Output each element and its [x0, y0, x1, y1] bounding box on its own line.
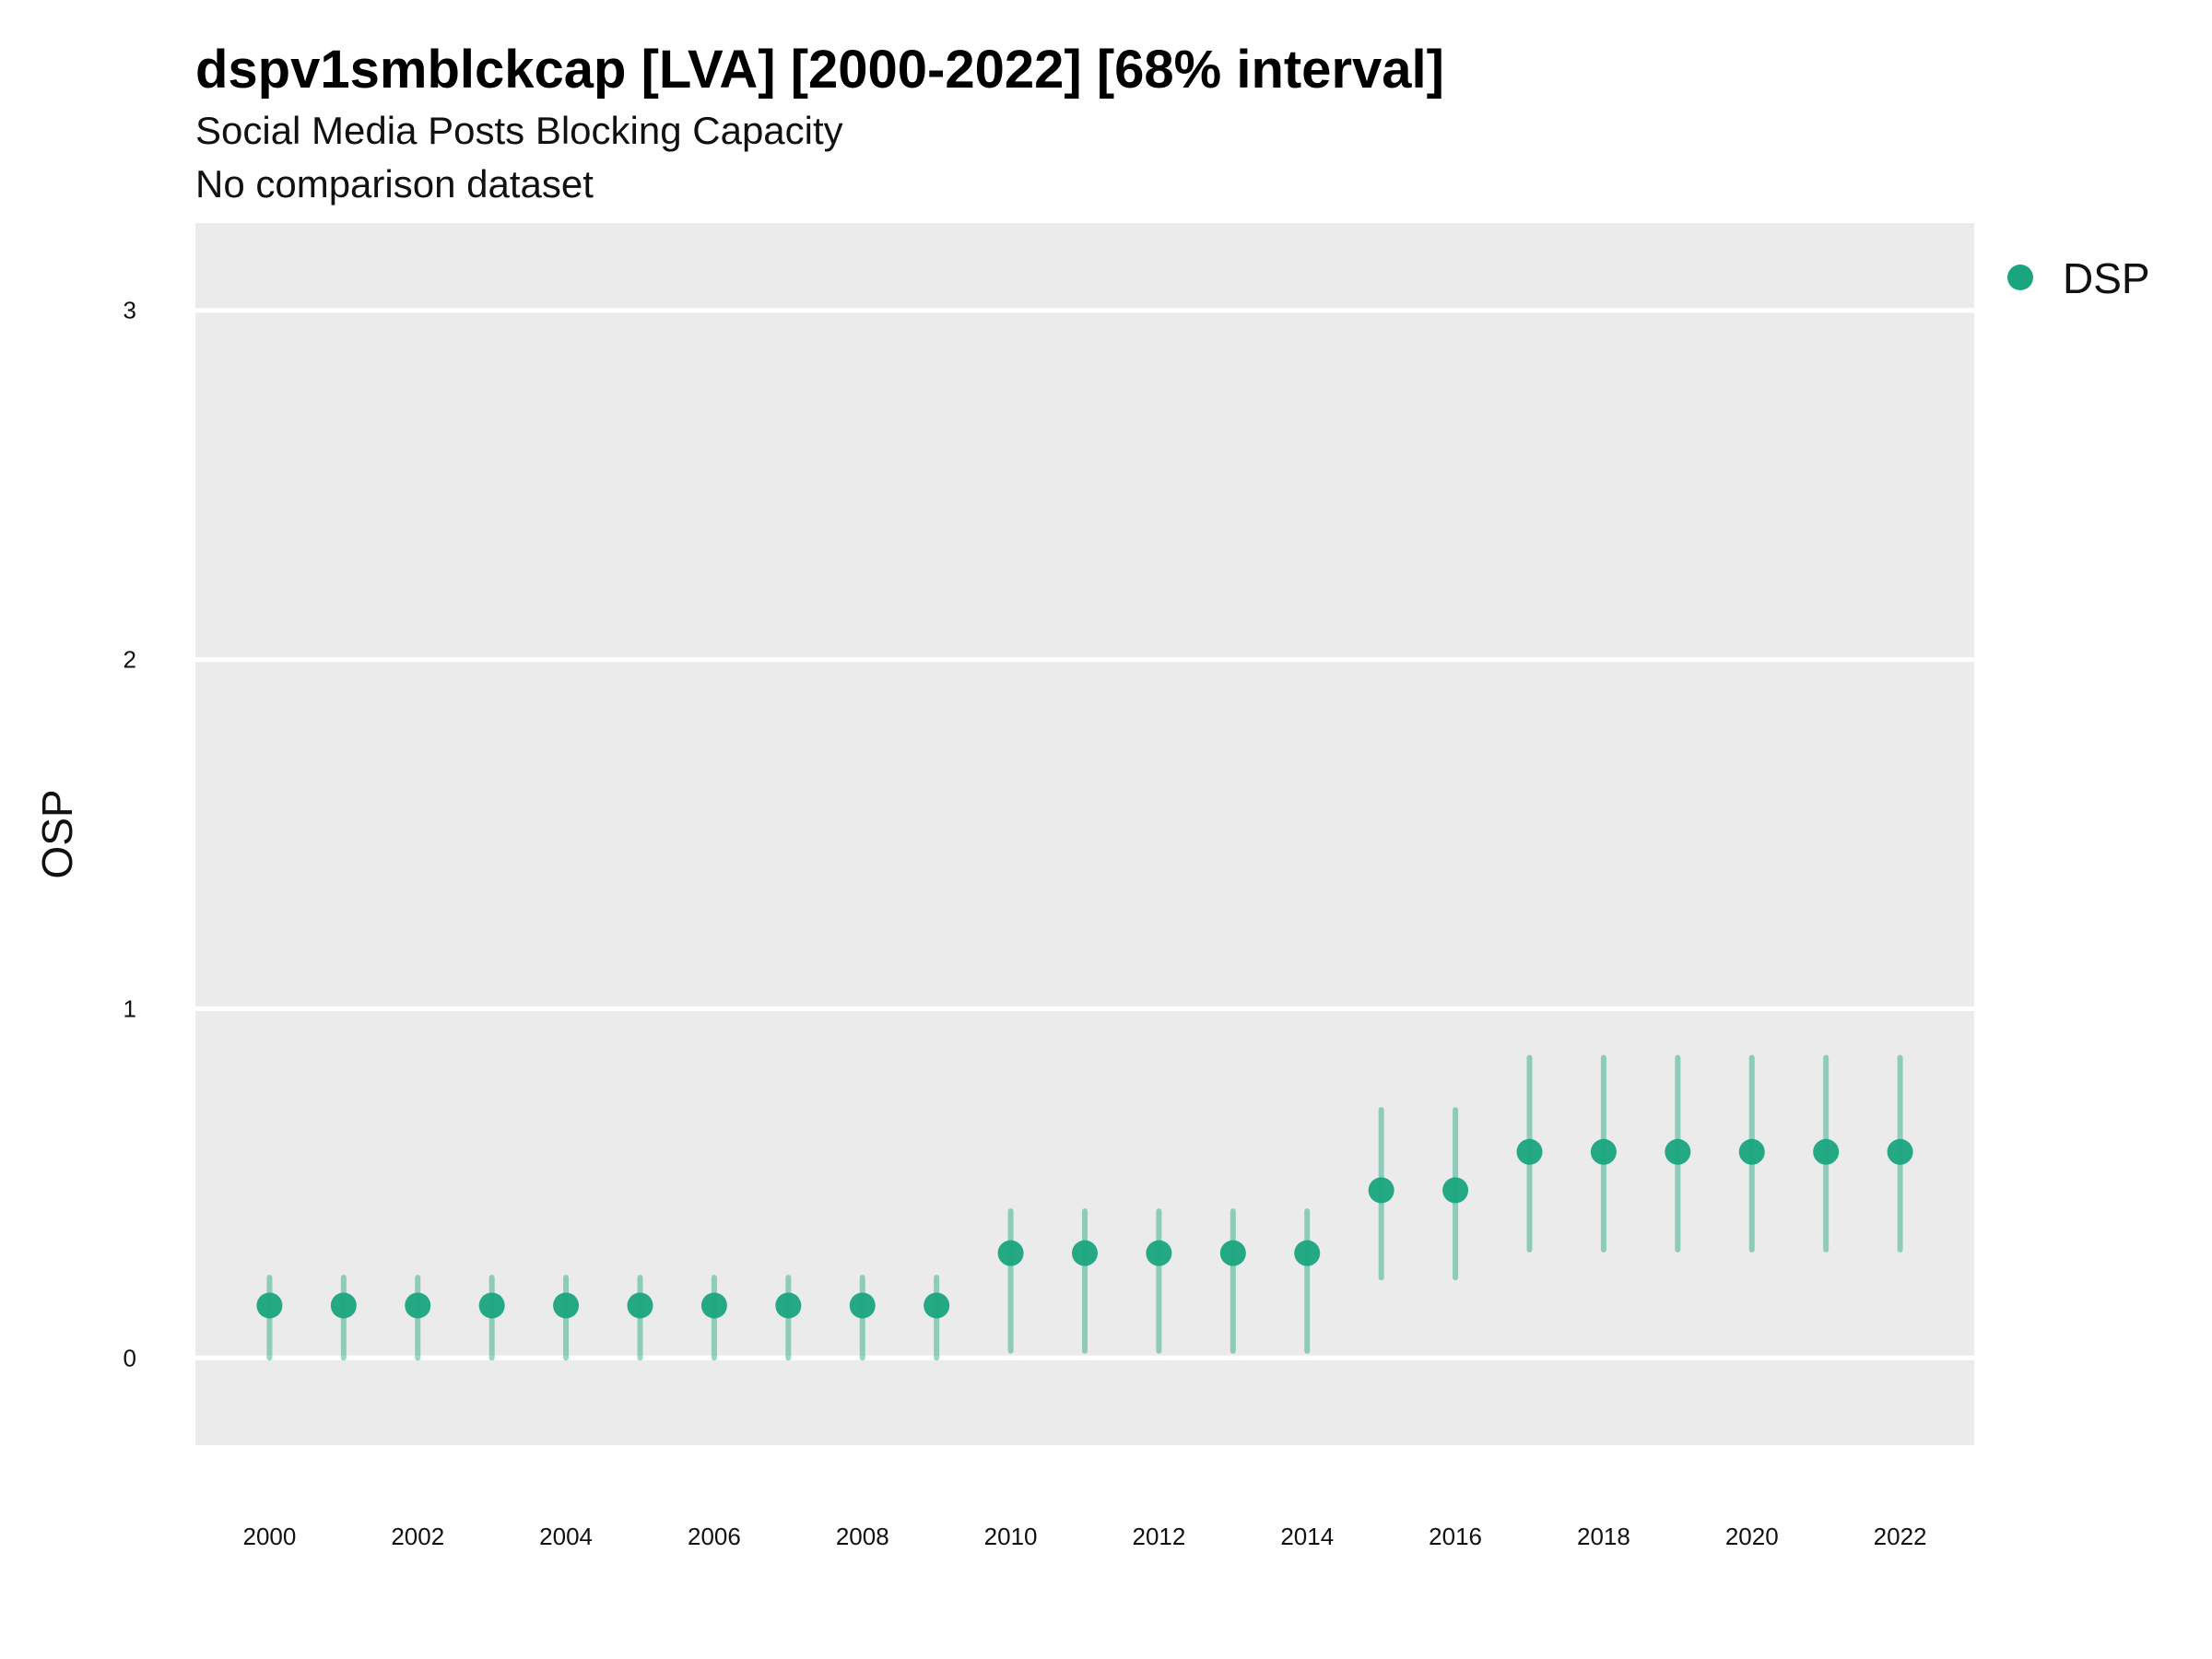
- chart-subtitle: Social Media Posts Blocking Capacity: [195, 109, 843, 152]
- y-axis-label: OSP: [33, 789, 81, 878]
- grid-lines: [195, 308, 1974, 1360]
- x-tick-label: 2018: [1577, 1523, 1630, 1550]
- data-point: [849, 1292, 876, 1319]
- data-point: [1219, 1240, 1246, 1266]
- y-tick-label: 2: [124, 646, 136, 674]
- data-point: [1738, 1138, 1765, 1165]
- y-axis-ticks: 0 1 2 3: [124, 297, 136, 1372]
- data-point: [1442, 1177, 1469, 1204]
- legend: DSP: [2007, 254, 2150, 302]
- x-tick-label: 2008: [836, 1523, 889, 1550]
- x-tick-label: 2014: [1280, 1523, 1334, 1550]
- data-point: [1887, 1138, 1913, 1165]
- data-point: [1665, 1138, 1691, 1165]
- x-tick-label: 2004: [539, 1523, 593, 1550]
- data-point: [1146, 1240, 1172, 1266]
- y-tick-label: 1: [124, 994, 136, 1022]
- data-point: [627, 1292, 653, 1319]
- x-tick-label: 2000: [242, 1523, 296, 1550]
- data-point: [1368, 1177, 1394, 1204]
- data-point: [256, 1292, 283, 1319]
- x-tick-label: 2006: [688, 1523, 741, 1550]
- x-tick-label: 2016: [1429, 1523, 1482, 1550]
- x-tick-label: 2010: [984, 1523, 1038, 1550]
- data-point: [553, 1292, 580, 1319]
- data-point: [924, 1292, 950, 1319]
- data-point: [1516, 1138, 1543, 1165]
- y-tick-label: 0: [124, 1344, 136, 1371]
- data-point: [478, 1292, 505, 1319]
- data-point: [1590, 1138, 1617, 1165]
- x-tick-label: 2022: [1874, 1523, 1927, 1550]
- chart-title: dspv1smblckcap [LVA] [2000-2022] [68% in…: [195, 40, 1444, 100]
- data-point: [775, 1292, 802, 1319]
- x-axis-ticks: 2000 2002 2004 2006 2008 2010 2012 2014 2016 2018…: [242, 1523, 1926, 1550]
- x-tick-label: 2020: [1725, 1523, 1779, 1550]
- x-tick-label: 2012: [1132, 1523, 1185, 1550]
- data-point: [997, 1240, 1024, 1266]
- data-point: [700, 1292, 727, 1319]
- data-point: [330, 1292, 357, 1319]
- legend-label: DSP: [2063, 254, 2150, 302]
- x-tick-label: 2002: [391, 1523, 444, 1550]
- data-point: [405, 1292, 431, 1319]
- data-point: [1813, 1138, 1840, 1165]
- legend-marker: [2007, 265, 2033, 290]
- chart-caption: No comparison dataset: [195, 162, 594, 206]
- data-point: [1294, 1240, 1321, 1266]
- data-point: [1072, 1240, 1098, 1266]
- y-tick-label: 3: [124, 297, 136, 324]
- data-points: [256, 1138, 1913, 1319]
